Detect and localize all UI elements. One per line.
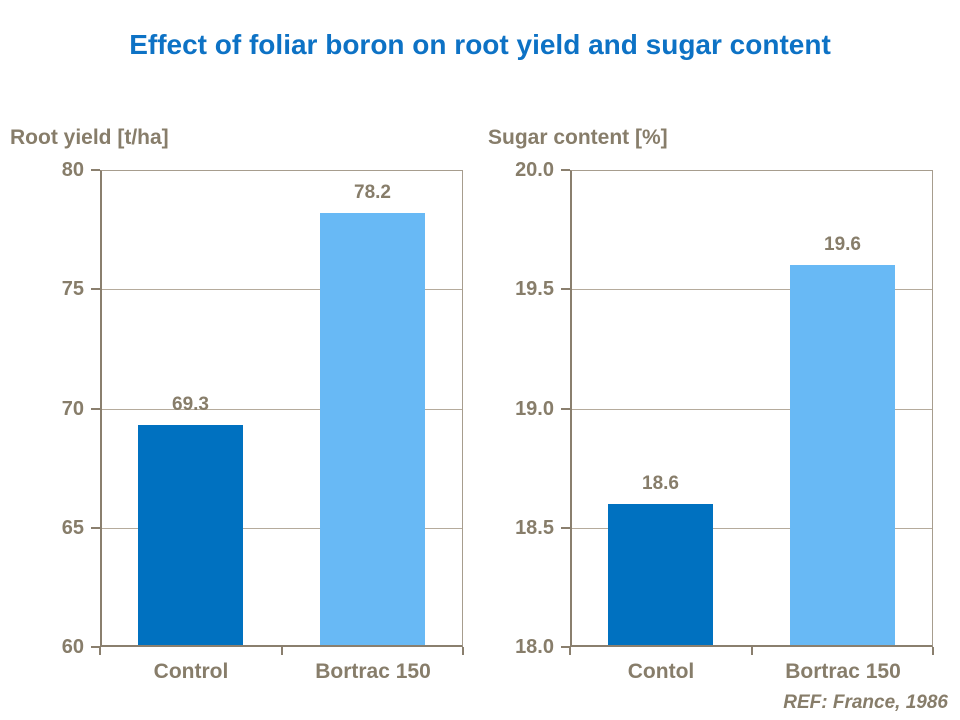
x-axis-tick	[99, 647, 101, 655]
y-tick-label: 80	[61, 159, 84, 181]
plot-area	[100, 170, 463, 647]
bar-value-label: 69.3	[172, 394, 209, 415]
y-gridline	[100, 409, 463, 410]
y-tick-label: 65	[61, 517, 84, 539]
x-axis-tick	[569, 647, 571, 655]
category-label: Bortrac 150	[315, 660, 431, 683]
y-tick-label: 19.5	[515, 278, 554, 300]
y-axis-tick	[561, 527, 570, 529]
plot-area	[570, 170, 933, 647]
y-axis-tick	[91, 408, 100, 410]
y-tick-label: 60	[61, 636, 84, 658]
y-gridline	[100, 528, 463, 529]
chart-title-root-yield: Root yield [t/ha]	[10, 126, 169, 149]
bar-value-label: 19.6	[824, 234, 861, 255]
y-gridline	[570, 528, 933, 529]
bar-bortrac-150	[790, 265, 895, 645]
y-axis-tick	[561, 288, 570, 290]
y-axis-tick	[91, 646, 100, 648]
category-label: Control	[153, 660, 229, 683]
x-axis-tick	[462, 647, 464, 655]
x-axis-tick	[751, 647, 753, 655]
page-title: Effect of foliar boron on root yield and…	[129, 29, 831, 60]
bar-control	[138, 425, 243, 645]
y-gridline	[100, 289, 463, 290]
y-gridline	[570, 289, 933, 290]
category-label: Contol	[627, 660, 695, 683]
y-tick-label: 19.0	[515, 398, 554, 420]
bar-value-label: 18.6	[642, 473, 679, 494]
y-axis-tick	[561, 646, 570, 648]
x-axis-tick	[281, 647, 283, 655]
bar-contol	[608, 504, 713, 645]
y-tick-label: 75	[61, 278, 84, 300]
y-gridline	[570, 409, 933, 410]
y-tick-label: 20.0	[515, 159, 554, 181]
bar-bortrac-150	[320, 213, 425, 645]
y-tick-label: 18.0	[515, 636, 554, 658]
reference-note: REF: France, 1986	[783, 692, 948, 713]
category-label: Bortrac 150	[785, 660, 901, 683]
y-axis-tick	[91, 169, 100, 171]
y-tick-label: 70	[61, 398, 84, 420]
y-axis-tick	[561, 169, 570, 171]
y-tick-label: 18.5	[515, 517, 554, 539]
y-axis-tick	[561, 408, 570, 410]
chart-title-sugar-content: Sugar content [%]	[488, 126, 668, 149]
x-axis-tick	[932, 647, 934, 655]
bar-value-label: 78.2	[354, 182, 391, 203]
y-axis-tick	[91, 288, 100, 290]
y-axis-tick	[91, 527, 100, 529]
